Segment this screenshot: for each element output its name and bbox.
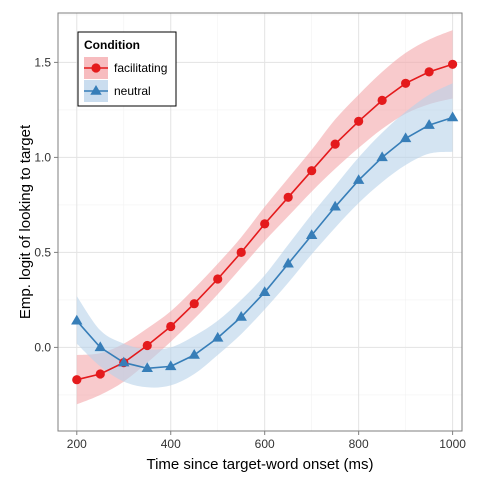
- facilitating-legend-label: facilitating: [114, 61, 167, 75]
- facilitating-point: [377, 95, 387, 105]
- neutral-band: [76, 83, 453, 388]
- facilitating-point: [260, 219, 270, 229]
- x-tick-label: 200: [67, 437, 87, 451]
- neutral-point: [446, 111, 459, 122]
- neutral-point: [141, 362, 153, 373]
- x-tick-label: 400: [161, 437, 181, 451]
- plot-border: [57, 12, 463, 432]
- neutral-point: [165, 360, 177, 371]
- series-points: [71, 59, 459, 385]
- neutral-point: [118, 356, 130, 367]
- neutral-point: [212, 331, 224, 342]
- x-tick-label: 800: [349, 437, 369, 451]
- axis-ticks: 200 400 600 800 1000 0.0 0.5 1.0 1.5: [34, 55, 466, 451]
- neutral-point: [259, 286, 271, 297]
- x-tick-label: 1000: [439, 437, 466, 451]
- neutral-point: [282, 257, 294, 268]
- legend-title: Condition: [84, 38, 140, 52]
- x-tick-label: 600: [255, 437, 275, 451]
- neutral-point: [188, 349, 200, 359]
- neutral-point: [423, 119, 435, 129]
- facilitating-point: [401, 78, 411, 88]
- y-axis-title: Emp. logit of looking to target: [17, 124, 34, 319]
- neutral-point: [376, 151, 388, 162]
- facilitating-point: [95, 369, 105, 379]
- facilitating-point: [448, 59, 458, 69]
- neutral-point: [235, 311, 247, 321]
- facilitating-point: [236, 247, 246, 257]
- facilitating-point: [283, 192, 293, 202]
- legend-items: facilitating neutral: [84, 57, 167, 102]
- facilitating-point: [189, 299, 199, 309]
- neutral-point: [94, 341, 106, 352]
- neutral-point: [305, 229, 318, 240]
- neutral-legend-label: neutral: [114, 84, 151, 98]
- neutral-point: [352, 174, 365, 184]
- y-tick-label: 0.5: [34, 245, 51, 259]
- facilitating-point: [424, 67, 434, 77]
- y-tick-label: 1.0: [34, 150, 51, 164]
- y-tick-label: 0.0: [34, 340, 51, 354]
- facilitating-point: [213, 274, 223, 284]
- x-axis-title: Time since target-word onset (ms): [146, 456, 373, 473]
- neutral-point: [71, 314, 83, 325]
- neutral-point: [329, 200, 341, 211]
- facilitating-point: [330, 139, 340, 149]
- neutral-point: [399, 132, 412, 143]
- facilitating-point: [142, 340, 152, 351]
- facilitating-point: [166, 321, 176, 332]
- neutral-legend-marker: [90, 85, 102, 95]
- facilitating-point: [307, 166, 317, 176]
- facilitating-point: [354, 116, 364, 126]
- y-tick-label: 1.5: [34, 55, 51, 69]
- facilitating-point: [72, 375, 82, 385]
- facilitating-legend-marker: [91, 63, 101, 73]
- legend: Condition facilitating neutral: [77, 31, 177, 107]
